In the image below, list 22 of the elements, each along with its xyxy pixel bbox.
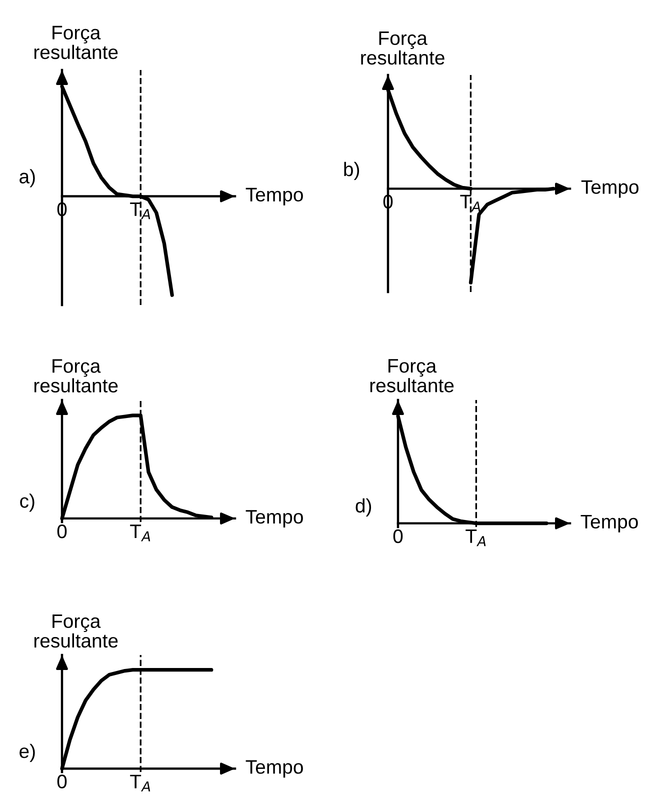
text: e) [20, 744, 35, 762]
y-axis-title: Força resultante [361, 31, 444, 65]
y-axis-title: Força resultante [34, 26, 118, 60]
x-tick-label: T$_{A}$ [130, 774, 150, 792]
text: d) [356, 498, 372, 516]
x-tick-label: T$_{A}$ [460, 194, 480, 212]
x-axis-title: Tempo [246, 510, 303, 528]
x-tick-label: 0 [57, 774, 67, 788]
x-axis-title: Tempo [581, 180, 638, 198]
x-axis-title: Tempo [246, 188, 303, 206]
x-tick-label: T$_{A}$ [130, 524, 150, 542]
y-axis-title: Força resultante [34, 359, 118, 392]
text: b) [344, 162, 360, 180]
y-axis-title: Força resultante [34, 614, 118, 648]
x-axis-title: Tempo [246, 760, 303, 778]
text: c) [20, 494, 34, 512]
x-tick-label: T$_{A}$ [466, 530, 486, 546]
x-tick-label: 0 [393, 529, 403, 544]
x-axis-title: Tempo [580, 514, 638, 532]
x-tick-label: 0 [57, 524, 67, 538]
text: a) [20, 169, 35, 188]
y-axis-title: Força resultante [370, 359, 454, 392]
